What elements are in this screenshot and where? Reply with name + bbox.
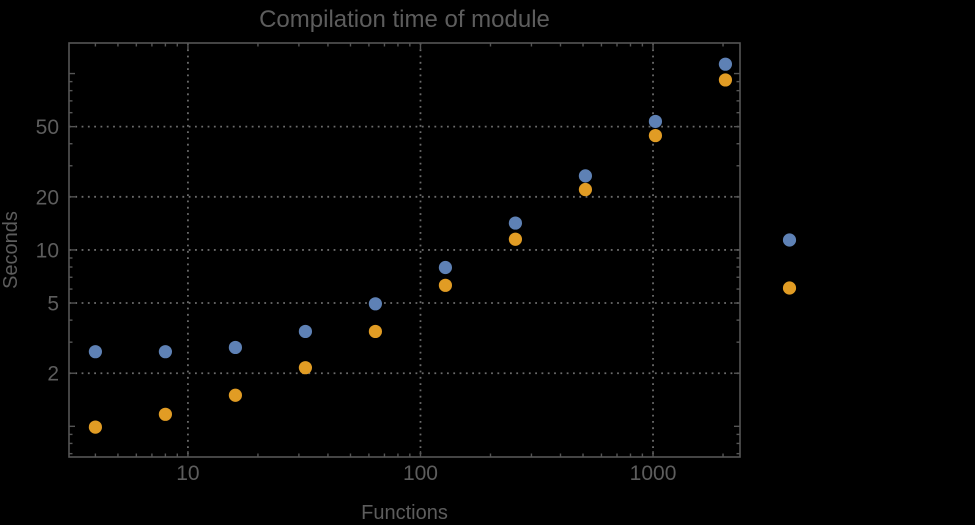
data-point-series-1 [648,114,663,129]
legend-marker-series-2 [782,281,797,295]
data-point-series-2 [438,278,453,292]
data-point-series-2 [648,128,663,143]
tick-labels: 10 100 1000 2 5 10 20 50 [36,116,677,485]
x-tick-label-1000: 1000 [630,462,677,485]
data-point-series-1 [228,340,243,355]
data-point-series-1 [508,216,523,230]
data-point-series-2 [508,232,523,246]
data-point-series-2 [158,407,172,421]
chart-title: Compilation time of module [259,6,550,33]
data-point-series-1 [578,169,593,183]
y-axis-title: Seconds [0,211,22,289]
data-point-series-2 [368,324,383,339]
data-points [88,57,733,434]
axis-ticks [69,43,740,457]
y-tick-label-5: 5 [47,293,59,316]
y-tick-label-50: 50 [36,116,59,139]
data-point-series-1 [718,57,733,71]
data-point-series-2 [578,182,593,197]
y-tick-label-10: 10 [36,239,59,262]
data-point-series-1 [298,324,313,339]
data-point-series-2 [298,361,313,375]
legend [782,233,797,295]
data-point-series-1 [438,260,453,275]
data-point-series-1 [88,345,102,359]
data-point-series-1 [368,297,383,311]
y-tick-label-2: 2 [47,363,59,386]
y-tick-label-20: 20 [36,186,59,209]
data-point-series-1 [158,345,172,359]
legend-marker-series-1 [782,233,797,247]
data-point-series-2 [228,388,243,402]
data-point-series-2 [88,420,102,434]
x-axis-title: Functions [361,502,448,524]
x-tick-label-10: 10 [176,462,199,485]
gridlines [69,43,740,457]
x-tick-label-100: 100 [403,462,438,485]
data-point-series-2 [718,73,733,87]
